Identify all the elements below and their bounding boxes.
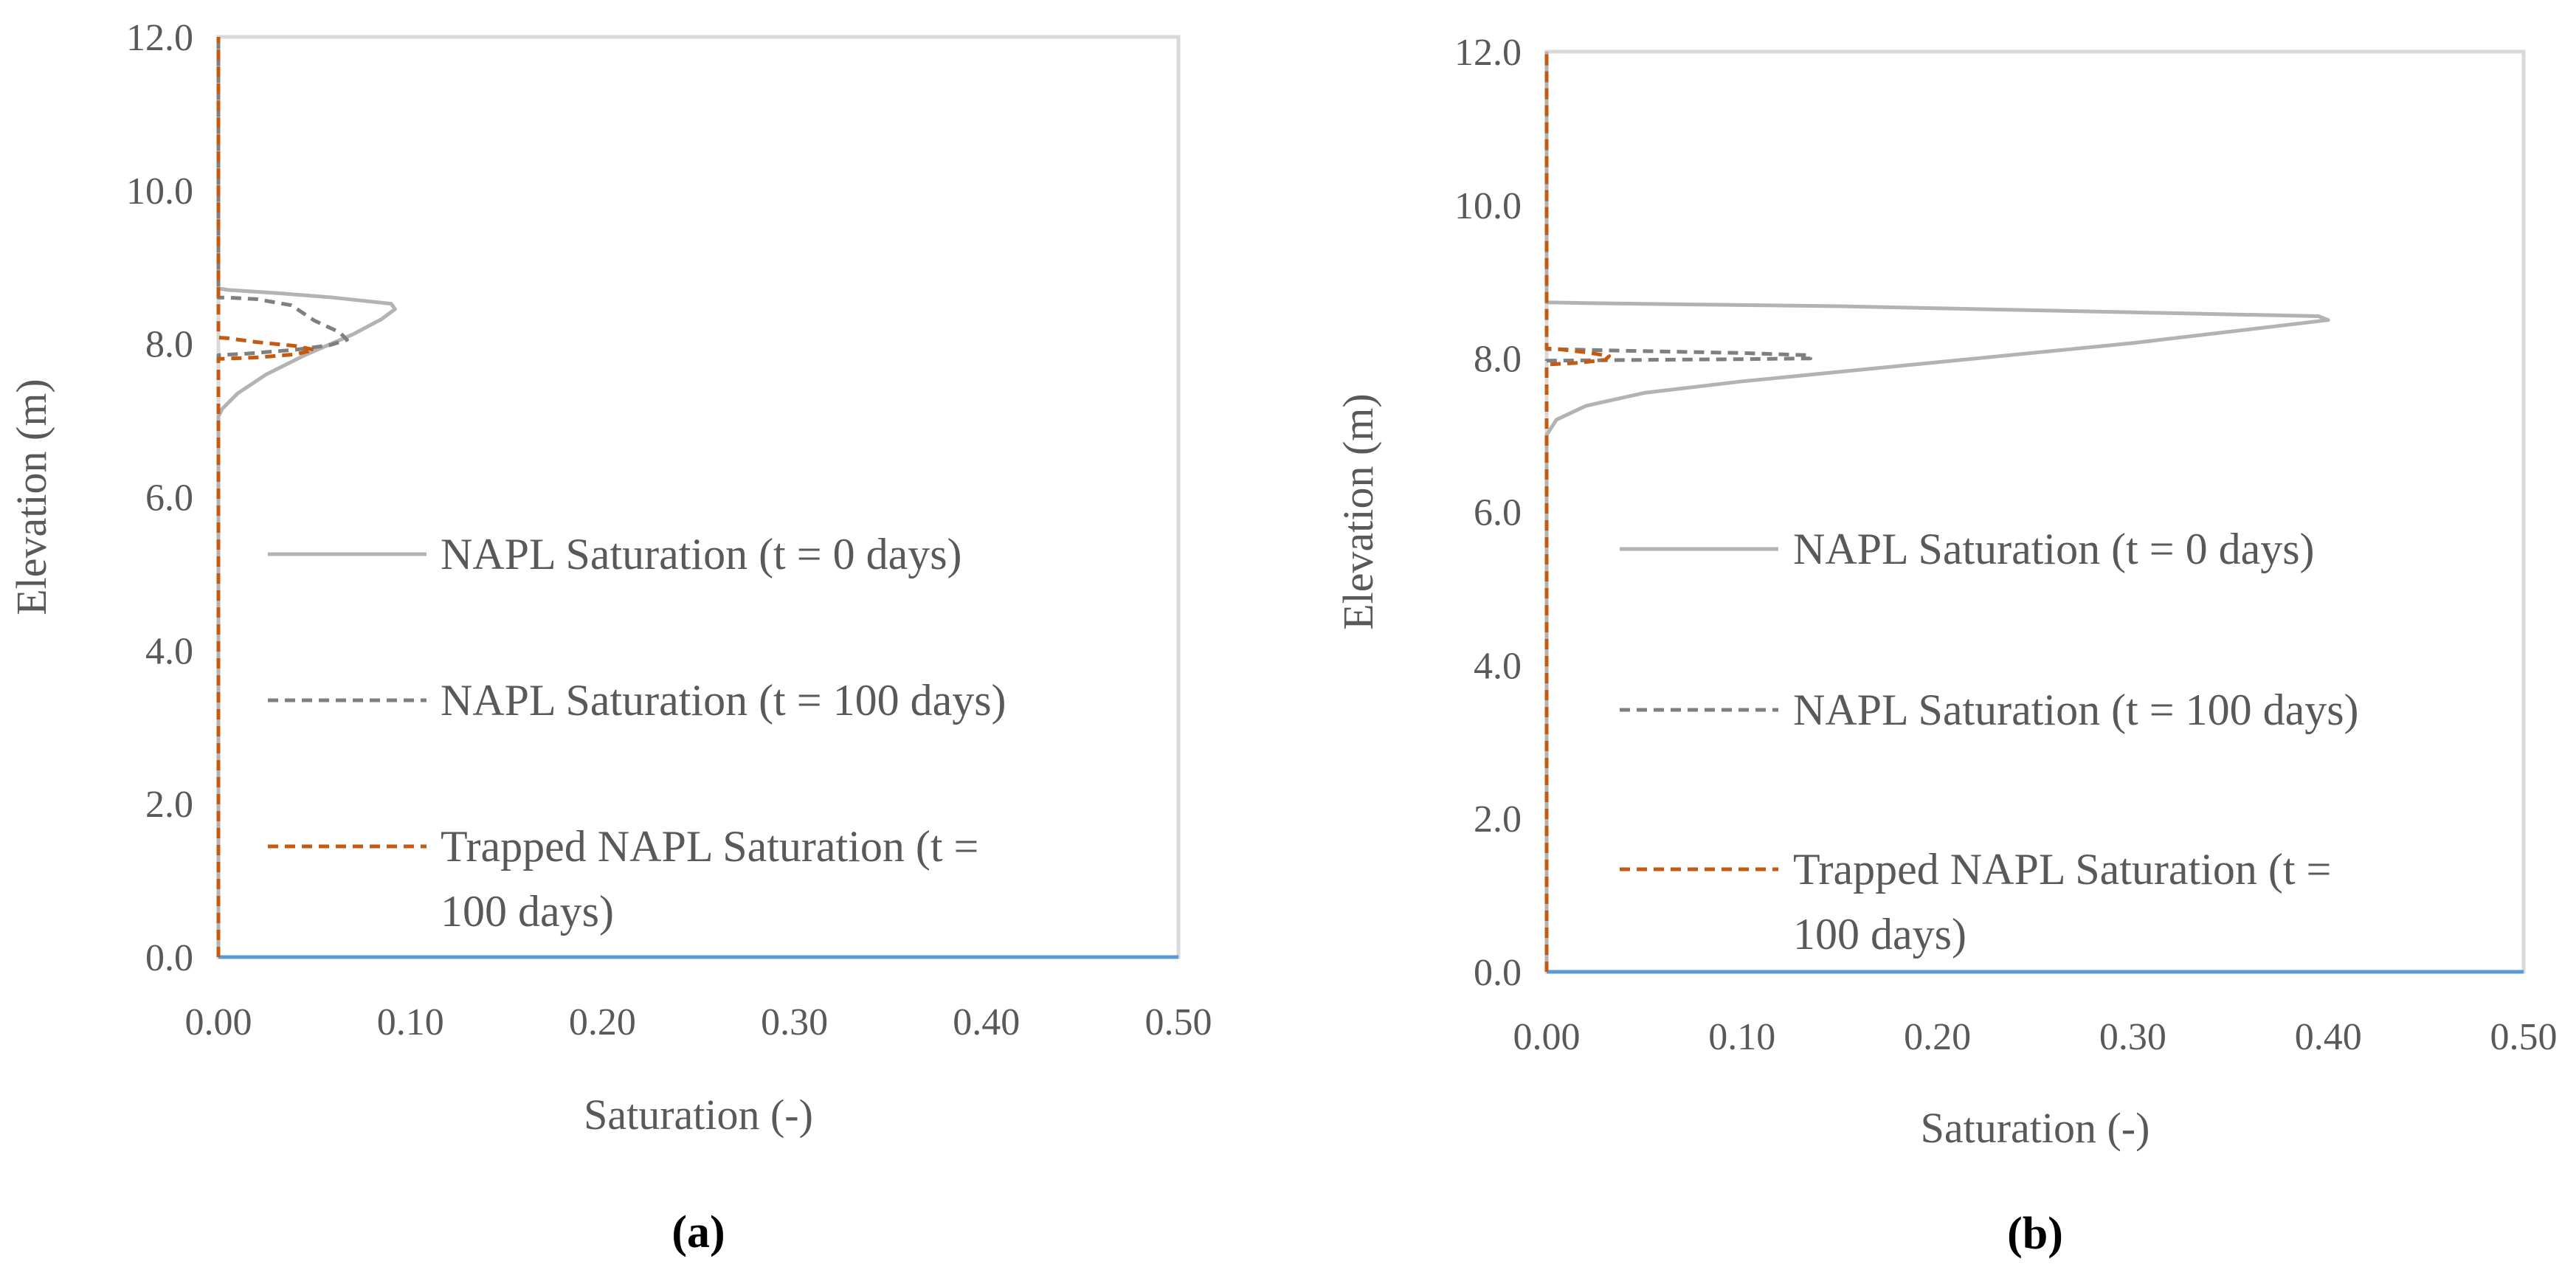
legend-label-1: NAPL Saturation (t = 0 days) xyxy=(441,530,962,579)
x-tick-label: 0.10 xyxy=(1708,1016,1775,1058)
series-line-3 xyxy=(1544,52,1612,972)
x-tick-label: 0.00 xyxy=(185,1001,252,1043)
chart-panel-b: 0.0 2.0 4.0 6.0 8.0 10.0 12.0 0.00 0.10 0.20 0.30 0… xyxy=(1334,32,2558,1259)
y-tick-label: 8.0 xyxy=(145,324,193,366)
legend-label-3: Trapped NAPL Saturation (t = xyxy=(441,822,978,871)
x-tick-label: 0.50 xyxy=(2490,1016,2558,1058)
x-tick-label: 0.00 xyxy=(1513,1016,1581,1058)
y-tick-label: 4.0 xyxy=(1474,645,1522,687)
y-axis-title: Elevation (m) xyxy=(1334,393,1382,630)
y-tick-label: 10.0 xyxy=(126,170,193,213)
legend-label-3: Trapped NAPL Saturation (t = xyxy=(1793,845,2331,894)
legend-label-2: NAPL Saturation (t = 100 days) xyxy=(1793,686,2359,734)
legend: NAPL Saturation (t = 0 days) NAPL Saturat… xyxy=(268,530,1006,936)
y-tick-label: 8.0 xyxy=(1474,339,1522,381)
y-tick-label: 10.0 xyxy=(1454,185,1522,227)
series-line-3 xyxy=(216,37,317,957)
legend-label-1: NAPL Saturation (t = 0 days) xyxy=(1793,525,2315,573)
y-tick-label: 2.0 xyxy=(1474,798,1522,840)
x-tick-label: 0.20 xyxy=(1904,1016,1971,1058)
x-axis-title: Saturation (-) xyxy=(584,1091,813,1139)
panel-caption: (b) xyxy=(2007,1209,2063,1259)
series-line-2 xyxy=(1544,52,1812,972)
y-axis-title: Elevation (m) xyxy=(7,379,55,615)
series-line-1 xyxy=(1544,52,2330,972)
legend: NAPL Saturation (t = 0 days) NAPL Saturat… xyxy=(1620,525,2359,959)
y-tick-label: 0.0 xyxy=(145,937,193,979)
x-tick-label: 0.40 xyxy=(953,1001,1020,1043)
plot-frame xyxy=(216,35,1181,959)
x-tick-label: 0.10 xyxy=(377,1001,444,1043)
y-tick-label: 0.0 xyxy=(1474,952,1522,994)
series-line-2 xyxy=(216,37,349,957)
panel-caption: (a) xyxy=(671,1207,725,1257)
legend-label-3: 100 days) xyxy=(1793,910,1966,959)
y-tick-label: 12.0 xyxy=(126,17,193,59)
x-tick-label: 0.30 xyxy=(761,1001,828,1043)
x-tick-label: 0.30 xyxy=(2099,1016,2166,1058)
series-line-1 xyxy=(216,37,397,957)
legend-label-2: NAPL Saturation (t = 100 days) xyxy=(441,676,1006,725)
y-tick-label: 6.0 xyxy=(145,477,193,519)
x-tick-label: 0.40 xyxy=(2295,1016,2362,1058)
x-axis-title: Saturation (-) xyxy=(1921,1104,2150,1152)
plot-frame xyxy=(1544,49,2526,974)
y-tick-label: 6.0 xyxy=(1474,492,1522,534)
x-tick-label: 0.50 xyxy=(1145,1001,1212,1043)
x-tick-label: 0.20 xyxy=(569,1001,636,1043)
y-tick-label: 2.0 xyxy=(145,784,193,826)
y-tick-label: 12.0 xyxy=(1454,32,1522,74)
y-tick-label: 4.0 xyxy=(145,630,193,672)
chart-panel-a: 0.0 2.0 4.0 6.0 8.0 10.0 12.0 0.00 0.10 0.20 0.30 0… xyxy=(7,17,1212,1257)
legend-label-3: 100 days) xyxy=(441,887,614,936)
